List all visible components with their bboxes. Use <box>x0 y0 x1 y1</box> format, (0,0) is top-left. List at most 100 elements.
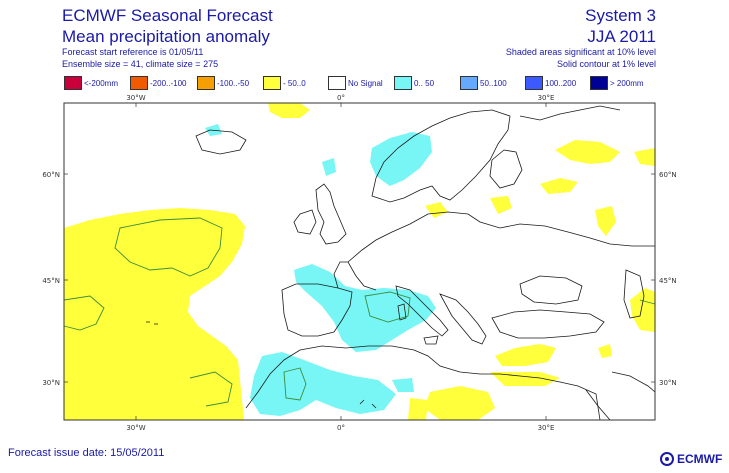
chart-title: ECMWF Seasonal Forecast <box>62 6 273 25</box>
coastline-islands <box>146 321 377 409</box>
legend-item: No Signal <box>328 76 383 90</box>
legend-item: -200..-100 <box>130 76 186 90</box>
legend-swatch <box>590 76 608 90</box>
dry-anomaly-area <box>425 202 448 218</box>
contour-line <box>364 291 411 323</box>
lon-tick-label-bottom: 30°E <box>538 424 555 432</box>
dry-anomaly-area <box>630 288 655 332</box>
wet-anomaly-area <box>250 352 396 416</box>
legend-label: -100..-50 <box>217 78 250 88</box>
coastline-scandinavia <box>371 109 511 203</box>
lat-tick-label-right: 30°N <box>659 379 677 387</box>
lon-tick-label-bottom: 0° <box>337 424 345 432</box>
coastline-france <box>333 261 377 291</box>
coastline-north-africa <box>245 345 601 421</box>
contour-line <box>639 299 656 305</box>
coastline-arabia <box>611 371 656 393</box>
coastline-sardinia <box>397 303 407 321</box>
legend-label: - 50..0 <box>283 78 306 88</box>
legend-item: <-200mm <box>64 76 118 90</box>
lon-tick-label-bottom: 30°W <box>126 424 145 432</box>
coastlines <box>146 105 656 421</box>
contour-note: Solid contour at 1% level <box>556 59 656 69</box>
contour-line <box>283 367 307 401</box>
dry-anomaly-area <box>540 178 578 194</box>
lon-tick-label-top: 30°E <box>538 94 555 102</box>
coastline-caspian <box>623 269 645 319</box>
coastline-ireland <box>293 209 317 235</box>
legend-label: > 200mm <box>610 78 644 88</box>
legend-item: -100..-50 <box>197 76 249 90</box>
dry-anomaly-area <box>64 208 245 420</box>
tick-marks <box>64 103 655 420</box>
wet-anomaly-area <box>392 378 414 392</box>
dry-anomaly-area <box>634 148 655 166</box>
ecmwf-logo-icon <box>660 452 674 466</box>
contour-line <box>114 217 223 277</box>
coastline-turkey <box>491 309 605 339</box>
ecmwf-logo: ECMWF <box>660 452 722 466</box>
legend-item: - 50..0 <box>263 76 306 90</box>
lon-tick-label-top: 30°W <box>126 94 145 102</box>
dry-anomaly-area <box>490 372 560 386</box>
lon-tick-label-top: 0° <box>337 94 345 102</box>
lat-tick-label-left: 30°N <box>42 379 60 387</box>
dry-anomaly-area <box>598 344 612 358</box>
period-label: JJA 2011 <box>587 27 656 46</box>
lat-tick-label-left: 60°N <box>42 171 60 179</box>
dry-anomaly-area <box>595 206 616 236</box>
coastline-britain <box>315 183 347 245</box>
significance-contours <box>63 217 656 407</box>
legend-swatch <box>263 76 281 90</box>
significance-note: Shaded areas significant at 10% level <box>505 47 656 57</box>
legend-swatch <box>460 76 478 90</box>
coastline-sicily <box>423 335 439 345</box>
coastline-black-sea <box>519 275 583 305</box>
dry-anomaly-area <box>555 140 620 164</box>
coastline-finland <box>489 149 523 189</box>
ensemble-size-note: Ensemble size = 41, climate size = 275 <box>62 59 219 69</box>
legend-swatch <box>328 76 346 90</box>
dry-anomaly-area <box>408 398 428 420</box>
legend-swatch <box>525 76 543 90</box>
forecast-issue-date: Forecast issue date: 15/05/2011 <box>8 447 165 459</box>
map-frame <box>63 102 656 421</box>
coastline-europe <box>347 211 655 263</box>
contour-line <box>63 295 105 331</box>
dry-anomaly-area <box>424 386 495 420</box>
coastline-italy <box>395 285 449 337</box>
legend-swatch <box>394 76 412 90</box>
lat-tick-label-right: 60°N <box>659 171 677 179</box>
legend-swatch <box>197 76 215 90</box>
ecmwf-logo-text: ECMWF <box>677 452 723 466</box>
coastline-iceland <box>195 129 247 155</box>
legend-item: > 200mm <box>590 76 644 90</box>
coastline-red-sea <box>585 389 611 421</box>
legend-item: 50..100 <box>460 76 507 90</box>
legend-label: 0.. 50 <box>414 78 435 88</box>
legend-label: <-200mm <box>84 78 119 88</box>
dry-anomaly-area <box>268 103 310 118</box>
legend-swatch <box>64 76 82 90</box>
wet-anomaly-area <box>370 132 432 186</box>
dry-anomaly-area <box>490 196 512 214</box>
wet-anomaly-area <box>322 158 336 176</box>
legend-swatch <box>130 76 148 90</box>
chart-subtitle: Mean precipitation anomaly <box>62 27 270 46</box>
lat-tick-label-left: 45°N <box>42 277 60 285</box>
coastline-balkans <box>439 293 487 345</box>
precipitation-shading <box>64 103 655 420</box>
legend-item: 0.. 50 <box>394 76 434 90</box>
legend-label: 50..100 <box>480 78 507 88</box>
dry-anomaly-area <box>495 344 556 366</box>
legend-label: 100..200 <box>545 78 577 88</box>
forecast-start-note: Forecast start reference is 01/05/11 <box>62 47 204 57</box>
coastline-russia <box>519 105 621 121</box>
coastline-iberia <box>281 283 353 337</box>
legend-label: -200..-100 <box>150 78 187 88</box>
legend-item: 100..200 <box>525 76 576 90</box>
contour-line <box>189 371 233 407</box>
legend-label: No Signal <box>348 78 383 88</box>
lat-tick-label-right: 45°N <box>659 277 677 285</box>
